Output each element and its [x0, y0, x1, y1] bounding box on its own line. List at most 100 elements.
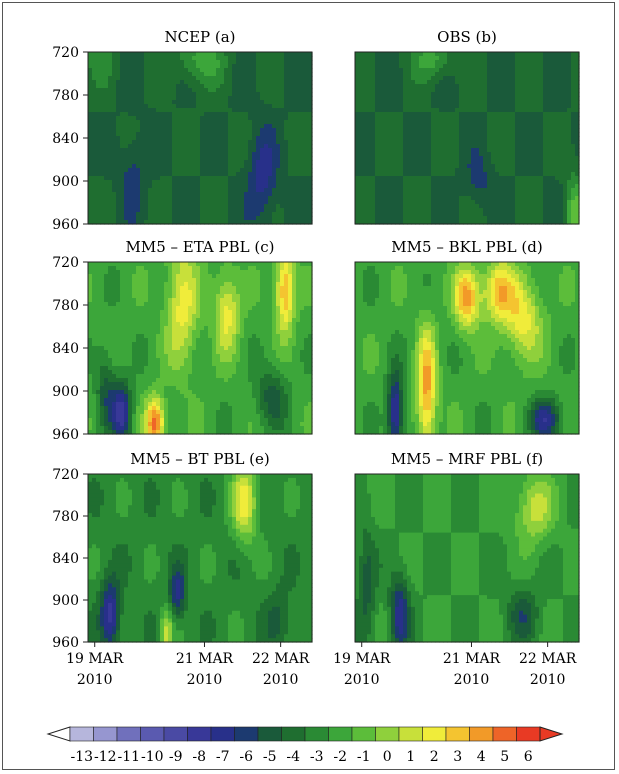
- heat-cell: [459, 168, 464, 173]
- heat-cell: [515, 200, 520, 205]
- heat-cell: [439, 124, 444, 129]
- heat-cell: [296, 80, 301, 85]
- heat-cell: [519, 132, 524, 137]
- heat-cell: [459, 220, 464, 225]
- heat-cell: [531, 144, 536, 149]
- heat-cell: [387, 124, 392, 129]
- heat-cell: [479, 84, 484, 89]
- heat-cell: [555, 156, 560, 161]
- heat-cell: [292, 156, 297, 161]
- heat-cell: [256, 200, 261, 205]
- heat-cell: [495, 156, 500, 161]
- heat-cell: [304, 120, 309, 125]
- heat-cell: [172, 84, 177, 89]
- heat-cell: [551, 60, 556, 65]
- heat-cell: [555, 56, 560, 61]
- heat-cell: [208, 204, 213, 209]
- heat-cell: [112, 168, 117, 173]
- heat-cell: [108, 220, 113, 225]
- heat-cell: [547, 88, 552, 93]
- heat-cell: [228, 64, 233, 69]
- heat-cell: [575, 116, 580, 121]
- heat-cell: [359, 92, 364, 97]
- heat-cell: [407, 144, 412, 149]
- heat-cell: [112, 68, 117, 73]
- heat-cell: [403, 84, 408, 89]
- heat-cell: [455, 160, 460, 165]
- heat-cell: [220, 176, 225, 181]
- heat-cell: [156, 180, 161, 185]
- heat-cell: [204, 192, 209, 197]
- heat-cell: [571, 108, 576, 113]
- heat-cell: [156, 56, 161, 61]
- heat-cell: [88, 156, 93, 161]
- heat-cell: [439, 108, 444, 113]
- heat-cell: [92, 394, 97, 399]
- heat-cell: [499, 156, 504, 161]
- heat-cell: [467, 104, 472, 109]
- heat-cell: [387, 72, 392, 77]
- heat-cell: [212, 64, 217, 69]
- heat-cell: [112, 96, 117, 101]
- heat-cell: [92, 262, 97, 267]
- heat-cell: [387, 216, 392, 221]
- heat-cell: [407, 112, 412, 117]
- heat-cell: [363, 144, 368, 149]
- heat-cell: [132, 148, 137, 153]
- heat-cell: [367, 200, 372, 205]
- heat-cell: [491, 80, 496, 85]
- heat-cell: [88, 56, 93, 61]
- heat-cell: [511, 88, 516, 93]
- heat-cell: [232, 56, 237, 61]
- heat-cell: [455, 180, 460, 185]
- heat-cell: [152, 60, 157, 65]
- heat-cell: [487, 120, 492, 125]
- heat-cell: [88, 212, 93, 217]
- heat-cell: [543, 164, 548, 169]
- heat-cell: [144, 96, 149, 101]
- heat-cell: [503, 96, 508, 101]
- heat-cell: [296, 96, 301, 101]
- heat-cell: [124, 148, 129, 153]
- heat-cell: [547, 184, 552, 189]
- heat-cell: [244, 144, 249, 149]
- heat-cell: [463, 124, 468, 129]
- heat-cell: [116, 68, 121, 73]
- heat-cell: [515, 52, 520, 57]
- heat-cell: [104, 192, 109, 197]
- heat-cell: [196, 160, 201, 165]
- heat-cell: [355, 140, 360, 145]
- heat-cell: [296, 212, 301, 217]
- heat-cell: [415, 120, 420, 125]
- heat-cell: [559, 152, 564, 157]
- heat-cell: [240, 188, 245, 193]
- heat-cell: [108, 96, 113, 101]
- heat-cell: [415, 108, 420, 113]
- heat-cell: [523, 124, 528, 129]
- heat-cell: [268, 164, 273, 169]
- heat-cell: [555, 204, 560, 209]
- heat-cell: [220, 84, 225, 89]
- heat-cell: [379, 164, 384, 169]
- heat-cell: [300, 176, 305, 181]
- heat-cell: [116, 160, 121, 165]
- heat-cell: [180, 108, 185, 113]
- heat-cell: [559, 156, 564, 161]
- heat-cell: [124, 216, 129, 221]
- heat-cell: [276, 120, 281, 125]
- heat-cell: [403, 120, 408, 125]
- heat-cell: [168, 84, 173, 89]
- heat-cell: [276, 104, 281, 109]
- heat-cell: [272, 164, 277, 169]
- heat-cell: [499, 180, 504, 185]
- heat-cell: [92, 370, 97, 375]
- heat-cell: [244, 168, 249, 173]
- heat-cell: [136, 76, 141, 81]
- heat-cell: [172, 100, 177, 105]
- heat-cell: [144, 188, 149, 193]
- heat-cell: [268, 128, 273, 133]
- heat-cell: [92, 148, 97, 153]
- heat-cell: [431, 212, 436, 217]
- heat-cell: [483, 160, 488, 165]
- heat-cell: [399, 104, 404, 109]
